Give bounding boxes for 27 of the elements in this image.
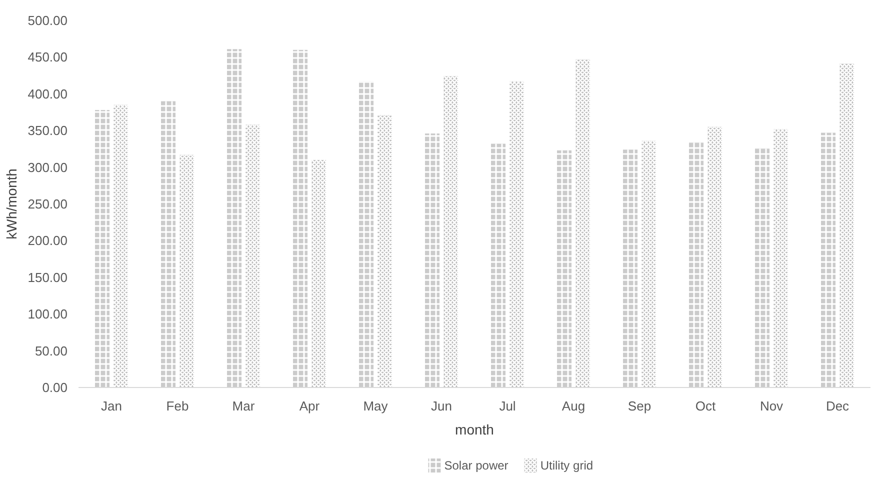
x-tick-label: Jul — [499, 398, 516, 414]
x-tick-label: Oct — [695, 398, 716, 414]
x-tick-label: Jun — [431, 398, 452, 414]
y-axis-title: kWh/month — [4, 168, 20, 240]
x-tick-label: Dec — [826, 398, 850, 414]
y-tick-label: 50.00 — [34, 343, 68, 358]
y-tick-label: 150.00 — [28, 270, 68, 285]
x-tick-label: Aug — [562, 398, 586, 414]
legend-label: Utility grid — [540, 458, 594, 472]
legend-label: Solar power — [444, 458, 508, 472]
x-axis-title: month — [455, 422, 494, 438]
y-tick-label: 450.00 — [28, 50, 68, 65]
y-tick-label: 100.00 — [28, 306, 68, 322]
x-tick-label: Mar — [232, 398, 256, 414]
y-tick-label: 350.00 — [28, 123, 68, 138]
y-tick-label: 200.00 — [28, 233, 68, 248]
y-tick-label: 500.00 — [28, 13, 68, 28]
y-tick-label: 300.00 — [28, 160, 68, 175]
x-tick-label: Sep — [628, 398, 652, 414]
y-tick-label: 250.00 — [28, 196, 68, 212]
x-tick-label: Feb — [166, 398, 189, 414]
y-tick-label: 0.00 — [42, 380, 68, 395]
x-tick-label: Nov — [760, 398, 784, 414]
x-tick-label: Jan — [101, 398, 122, 414]
y-tick-label: 400.00 — [28, 86, 68, 102]
x-tick-label: Apr — [299, 398, 320, 414]
x-tick-label: May — [363, 398, 388, 414]
